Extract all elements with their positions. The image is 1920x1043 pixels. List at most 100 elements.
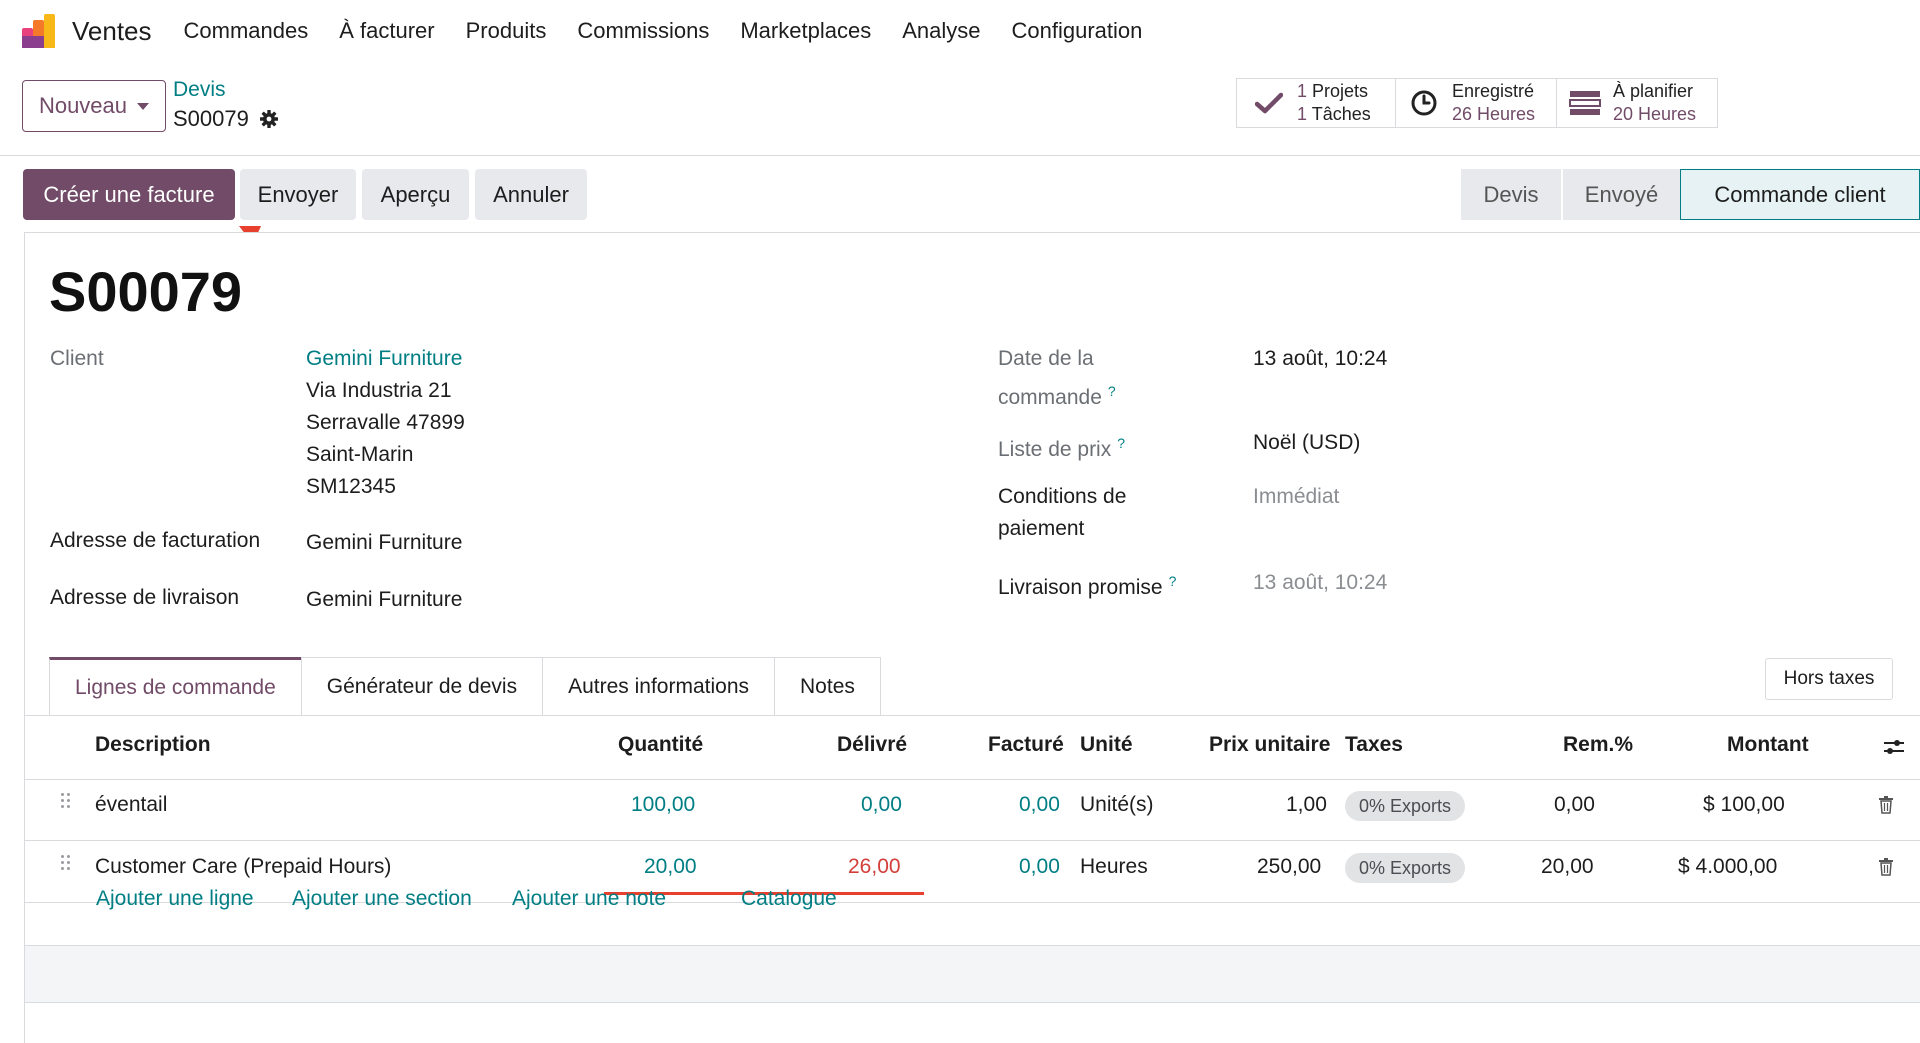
drag-handle-icon[interactable] (61, 793, 73, 811)
row-2-quantity[interactable]: 20,00 (644, 855, 697, 878)
order-date-label-line-2: commande (998, 386, 1102, 409)
row-2-trash-icon[interactable] (1878, 858, 1894, 876)
col-discount[interactable]: Rem.% (1563, 733, 1634, 756)
order-date-label-line-1: Date de la (998, 347, 1094, 370)
nav-item-commandes[interactable]: Commandes (183, 18, 309, 43)
row-2-unit-price[interactable]: 250,00 (1257, 855, 1322, 878)
nav-item-configuration[interactable]: Configuration (1011, 18, 1143, 43)
invoice-address-field[interactable]: Gemini Furniture (306, 531, 463, 554)
column-settings-icon[interactable] (1882, 737, 1906, 757)
caret-down-icon (137, 102, 150, 110)
payment-terms-field[interactable]: Immédiat (1253, 485, 1340, 508)
client-address-line-3: Saint-Marin (306, 443, 414, 466)
notebook-tabs: Lignes de commande Générateur de devis A… (49, 657, 881, 715)
form-sheet: S00079 Client Gemini Furniture Via Indus… (24, 232, 1920, 1043)
gear-icon[interactable] (259, 109, 279, 129)
preview-button[interactable]: Aperçu (362, 169, 469, 220)
to-plan-smart-button[interactable]: À planifier 20 Heures (1556, 78, 1718, 128)
to-plan-label: À planifier (1613, 81, 1694, 101)
breadcrumb-current-label: S00079 (173, 106, 249, 131)
check-icon (1253, 87, 1285, 119)
status-step-devis[interactable]: Devis (1461, 169, 1561, 220)
row-1-trash-icon[interactable] (1878, 796, 1894, 814)
pricelist-label: Liste de prix? (998, 427, 1125, 466)
row-1-quantity[interactable]: 100,00 (631, 793, 696, 816)
row-1-unit-price[interactable]: 1,00 (1286, 793, 1327, 816)
row-2-delivered[interactable]: 26,00 (848, 855, 901, 878)
create-invoice-button[interactable]: Créer une facture (23, 169, 235, 220)
row-divider (25, 902, 1920, 903)
commitment-date-label: Livraison promise? (998, 565, 1176, 604)
pricelist-help-icon[interactable]: ? (1117, 435, 1126, 451)
client-address-line-4: SM12345 (306, 475, 396, 498)
status-step-commande-client[interactable]: Commande client (1680, 169, 1920, 220)
col-quantity[interactable]: Quantité (618, 733, 704, 756)
top-navbar: Ventes Commandes À facturer Produits Com… (0, 0, 1920, 62)
send-button[interactable]: Envoyer (240, 169, 356, 220)
recorded-value: 26 Heures (1452, 104, 1536, 124)
add-line-link[interactable]: Ajouter une ligne (96, 887, 254, 910)
control-panel: Nouveau Devis S00079 (0, 62, 1920, 156)
payment-terms-label-line-2: paiement (998, 517, 1085, 540)
row-1-description[interactable]: éventail (95, 793, 168, 816)
col-amount[interactable]: Montant (1727, 733, 1809, 756)
nav-item-a-facturer[interactable]: À facturer (339, 18, 435, 43)
projects-count: 1 (1297, 81, 1308, 101)
projects-tasks-smart-button[interactable]: 1 Projets 1 Tâches (1236, 78, 1396, 128)
row-2-invoiced: 0,00 (1019, 855, 1060, 878)
row-2-description[interactable]: Customer Care (Prepaid Hours) (95, 855, 392, 878)
invoice-address-label: Adresse de facturation (50, 529, 261, 552)
to-plan-value: 20 Heures (1613, 104, 1697, 124)
breadcrumb-current: S00079 (173, 106, 279, 132)
header-divider (25, 779, 1920, 780)
pricelist-field[interactable]: Noël (USD) (1253, 431, 1361, 454)
col-invoiced[interactable]: Facturé (988, 733, 1064, 756)
action-bar: Créer une facture Envoyer Aperçu Annuler… (0, 156, 1920, 232)
app-name[interactable]: Ventes (72, 15, 152, 46)
tab-quote-builder[interactable]: Générateur de devis (300, 657, 544, 715)
order-title: S00079 (49, 260, 243, 323)
order-date-field[interactable]: 13 août, 10:24 (1253, 347, 1388, 370)
payment-terms-label-line-1: Conditions de (998, 485, 1127, 508)
new-button[interactable]: Nouveau (22, 80, 166, 132)
nav-item-commissions[interactable]: Commissions (577, 18, 710, 43)
row-2-unit[interactable]: Heures (1080, 855, 1148, 878)
tab-other-info[interactable]: Autres informations (542, 657, 776, 715)
client-name-link[interactable]: Gemini Furniture (306, 347, 463, 370)
row-1-tax-badge[interactable]: 0% Exports (1345, 791, 1466, 821)
catalog-link[interactable]: Catalogue (741, 887, 837, 910)
row-1-delivered[interactable]: 0,00 (861, 793, 902, 816)
sales-app-logo-icon[interactable] (22, 14, 56, 48)
row-1-unit[interactable]: Unité(s) (1080, 793, 1154, 816)
tab-order-lines[interactable]: Lignes de commande (49, 657, 302, 715)
add-note-link[interactable]: Ajouter une note (512, 887, 667, 910)
commitment-date-field[interactable]: 13 août, 10:24 (1253, 571, 1388, 594)
col-unit-price[interactable]: Prix unitaire (1209, 733, 1331, 756)
row-1-amount: $ 100,00 (1703, 793, 1785, 816)
drag-handle-icon[interactable] (61, 855, 73, 873)
commitment-date-help-icon[interactable]: ? (1168, 573, 1177, 589)
cancel-button[interactable]: Annuler (475, 169, 587, 220)
delivery-address-field[interactable]: Gemini Furniture (306, 588, 463, 611)
row-divider (25, 840, 1920, 841)
status-step-envoye[interactable]: Envoyé (1563, 169, 1680, 220)
nav-item-analyse[interactable]: Analyse (902, 18, 981, 43)
order-date-help-icon[interactable]: ? (1107, 383, 1116, 399)
nav-item-marketplaces[interactable]: Marketplaces (740, 18, 872, 43)
recorded-hours-smart-button[interactable]: Enregistré 26 Heures (1395, 78, 1557, 128)
row-2-discount[interactable]: 20,00 (1541, 855, 1594, 878)
nav-item-produits[interactable]: Produits (465, 18, 547, 43)
row-1-discount[interactable]: 0,00 (1554, 793, 1595, 816)
tax-excluded-toggle[interactable]: Hors taxes (1765, 658, 1893, 700)
breadcrumb-parent-link[interactable]: Devis (173, 78, 226, 101)
tab-notes[interactable]: Notes (774, 657, 881, 715)
commitment-date-label-text: Livraison promise (998, 576, 1163, 599)
row-2-tax-badge[interactable]: 0% Exports (1345, 853, 1466, 883)
col-description[interactable]: Description (95, 733, 211, 756)
add-section-link[interactable]: Ajouter une section (292, 887, 472, 910)
col-delivered[interactable]: Délivré (837, 733, 908, 756)
order-date-label: Date de la commande? (998, 343, 1116, 414)
clock-icon (1408, 87, 1440, 119)
col-unit[interactable]: Unité (1080, 733, 1133, 756)
col-taxes[interactable]: Taxes (1345, 733, 1403, 756)
